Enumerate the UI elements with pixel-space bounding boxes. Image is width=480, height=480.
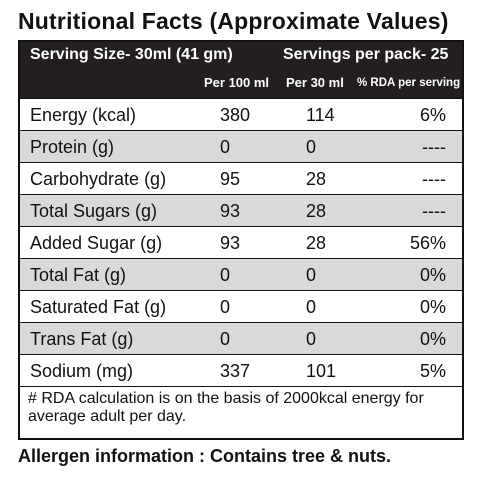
nutrient-name: Protein (g) [30, 137, 115, 157]
column-header-per-100ml: Per 100 ml [204, 75, 270, 90]
value-rda: ---- [422, 169, 446, 189]
value-rda: 0% [419, 265, 446, 285]
table-row: Total Sugars (g) 93 28 ---- [20, 194, 462, 226]
value-rda: ---- [422, 137, 446, 157]
value-per-100ml: 337 [220, 361, 251, 381]
column-header-per-30ml: Per 30 ml [286, 75, 344, 90]
value-per-30ml: 0 [306, 265, 317, 285]
table-row: Saturated Fat (g) 0 0 0% [20, 290, 462, 322]
serving-size: Serving Size- 30ml (41 gm) [30, 46, 233, 63]
value-per-30ml: 0 [306, 297, 317, 317]
table-header: Serving Size- 30ml (41 gm) Servings per … [20, 42, 462, 98]
table-row: Trans Fat (g) 0 0 0% [20, 322, 462, 354]
value-per-100ml: 93 [220, 201, 241, 221]
value-per-30ml: 28 [306, 169, 327, 189]
nutrient-name: Energy (kcal) [30, 105, 137, 125]
table-row: Protein (g) 0 0 ---- [20, 130, 462, 162]
nutrition-table: Serving Size- 30ml (41 gm) Servings per … [18, 40, 464, 440]
value-per-30ml: 101 [306, 361, 337, 381]
value-per-30ml: 28 [306, 201, 327, 221]
value-rda: 56% [409, 233, 446, 253]
table-row: Sodium (mg) 337 101 5% [20, 354, 462, 386]
value-per-30ml: 0 [306, 137, 317, 157]
column-header-rda: % RDA per serving [357, 77, 461, 89]
allergen-information: Allergen information : Contains tree & n… [18, 446, 392, 466]
page-title: Nutritional Facts (Approximate Values) [18, 8, 449, 34]
nutrient-name: Total Sugars (g) [30, 201, 158, 221]
value-per-30ml: 0 [306, 329, 317, 349]
value-rda: 0% [419, 297, 446, 317]
nutrient-name: Added Sugar (g) [30, 233, 163, 253]
nutrient-name: Saturated Fat (g) [30, 297, 167, 317]
servings-per-pack: Servings per pack- 25 [283, 46, 449, 63]
nutrient-name: Trans Fat (g) [30, 329, 134, 349]
value-rda: 5% [419, 361, 446, 381]
table-row: Carbohydrate (g) 95 28 ---- [20, 162, 462, 194]
value-per-100ml: 95 [220, 169, 241, 189]
value-per-100ml: 93 [220, 233, 241, 253]
rda-footnote: # RDA calculation is on the basis of 200… [20, 386, 462, 440]
value-per-100ml: 0 [220, 137, 231, 157]
nutrient-name: Total Fat (g) [30, 265, 127, 285]
table-row: Added Sugar (g) 93 28 56% [20, 226, 462, 258]
value-rda: 0% [419, 329, 446, 349]
nutrient-name: Sodium (mg) [30, 361, 134, 381]
value-rda: ---- [422, 201, 446, 221]
value-per-30ml: 114 [306, 105, 335, 125]
table-row: Energy (kcal) 380 114 6% [20, 98, 462, 130]
nutrient-name: Carbohydrate (g) [30, 169, 167, 189]
value-per-30ml: 28 [306, 233, 327, 253]
value-per-100ml: 0 [220, 297, 231, 317]
value-per-100ml: 0 [220, 265, 231, 285]
value-rda: 6% [419, 105, 446, 125]
value-per-100ml: 0 [220, 329, 231, 349]
table-row: Total Fat (g) 0 0 0% [20, 258, 462, 290]
value-per-100ml: 380 [220, 105, 251, 125]
